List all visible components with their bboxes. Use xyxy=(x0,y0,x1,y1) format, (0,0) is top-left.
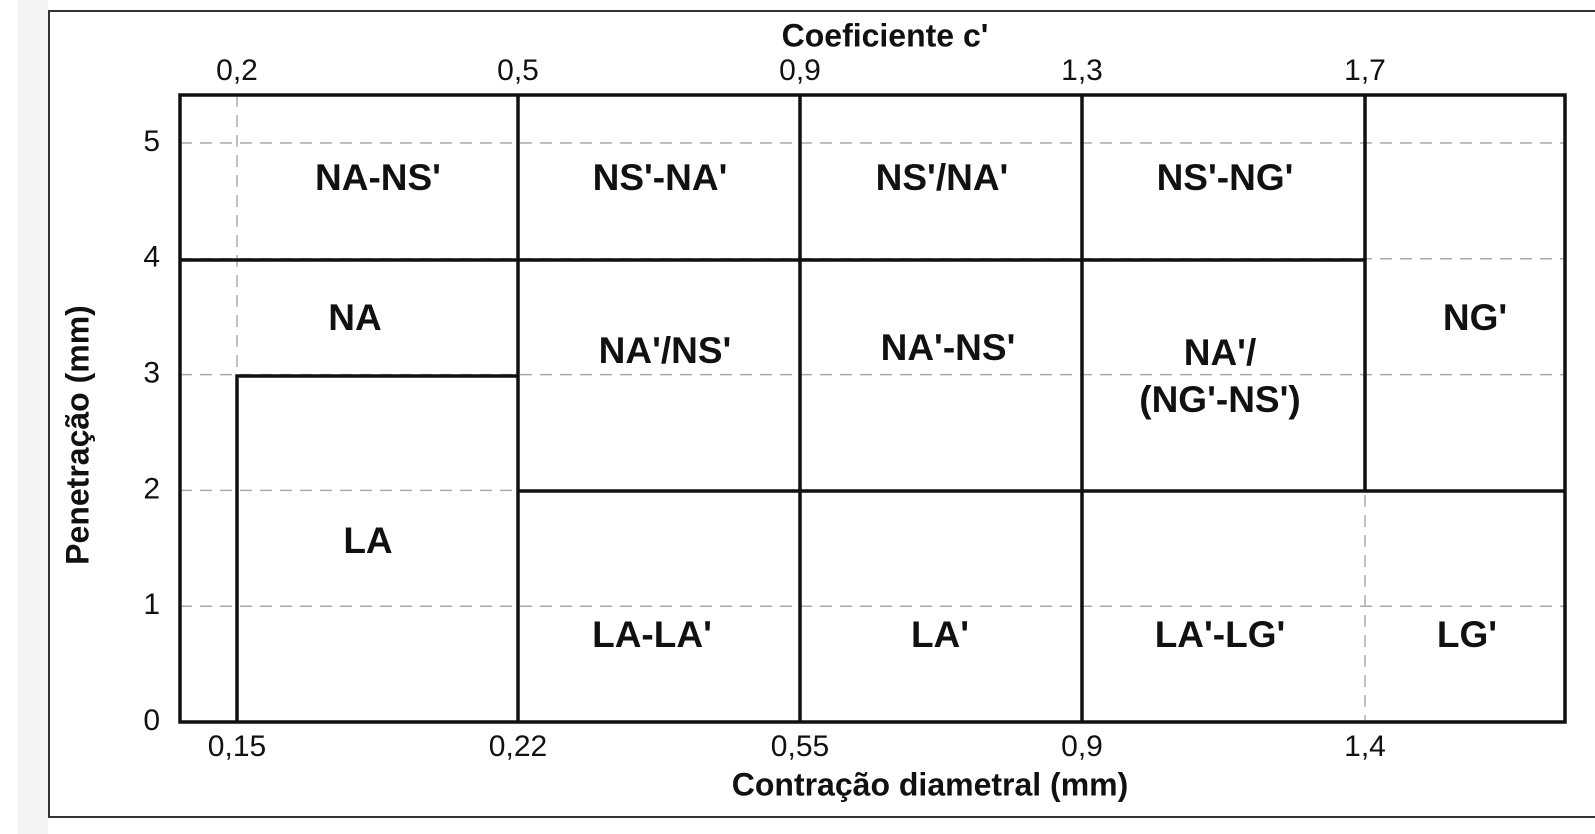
y-tick-label: 2 xyxy=(143,472,160,505)
boundary xyxy=(235,374,518,722)
bottom-tick-label: 0,9 xyxy=(1061,730,1103,763)
left-axis-title: Penetração (mm) xyxy=(59,305,95,565)
top-tick-label: 0,9 xyxy=(779,54,821,87)
y-tick-label: 5 xyxy=(143,125,160,158)
zone-label: NA-NS' xyxy=(315,157,441,198)
plot-border xyxy=(178,93,1567,724)
zone-label: NA'-NS' xyxy=(881,327,1016,368)
zone-label: NS'/NA' xyxy=(876,157,1009,198)
zone-label: LA' xyxy=(911,614,969,655)
zone-label: (NG'-NS') xyxy=(1139,379,1300,420)
top-axis-title: Coeficiente c' xyxy=(782,17,989,53)
y-tick-label: 0 xyxy=(143,704,160,737)
top-tick-label: 0,2 xyxy=(216,54,258,87)
boundaries xyxy=(178,93,1567,724)
top-tick-label: 0,5 xyxy=(497,54,539,87)
zone-label: NG' xyxy=(1443,297,1507,338)
top-tick-label: 1,3 xyxy=(1061,54,1103,87)
zone-label: NA xyxy=(328,297,381,338)
bottom-tick-label: 0,55 xyxy=(771,730,829,763)
top-tick-label: 1,7 xyxy=(1344,54,1386,87)
zone-label: LA'-LG' xyxy=(1155,614,1286,655)
frame xyxy=(48,10,1595,818)
y-tick-label: 1 xyxy=(143,588,160,621)
side-margin xyxy=(0,0,18,834)
zone-label: NA'/NS' xyxy=(599,330,732,371)
zone-label: LG' xyxy=(1437,614,1497,655)
zone-label: NS'-NG' xyxy=(1157,157,1294,198)
zone-label: LA xyxy=(343,520,392,561)
zone-label: NA'/ xyxy=(1184,332,1257,373)
y-tick-label: 4 xyxy=(143,241,160,274)
bottom-axis-title: Contração diametral (mm) xyxy=(732,766,1129,802)
y-tick-label: 3 xyxy=(143,357,160,390)
bottom-tick-label: 1,4 xyxy=(1344,730,1386,763)
bottom-tick-label: 0,15 xyxy=(208,730,266,763)
bottom-tick-label: 0,22 xyxy=(489,730,547,763)
zone-label: LA-LA' xyxy=(592,614,712,655)
zone-label: NS'-NA' xyxy=(593,157,728,198)
